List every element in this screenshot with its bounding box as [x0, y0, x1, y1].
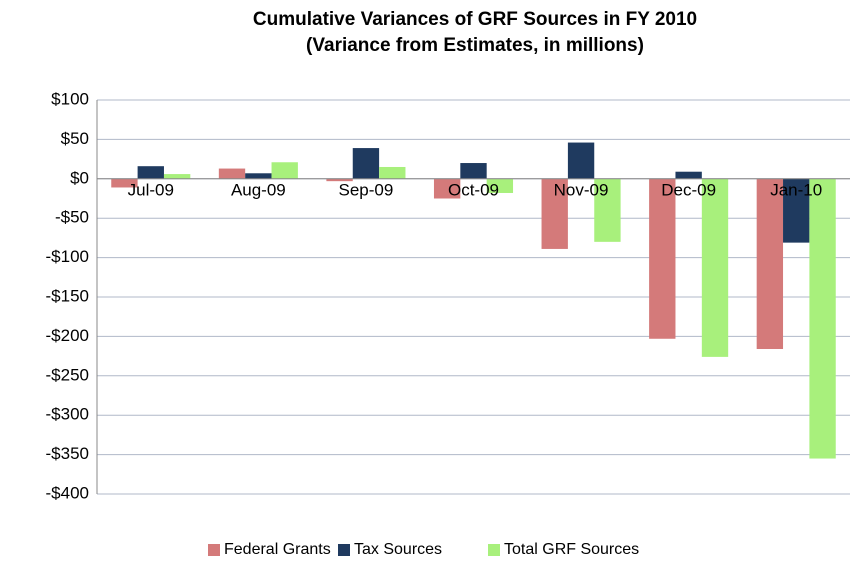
x-tick-label: Nov-09: [554, 180, 609, 199]
legend-swatch: [338, 544, 350, 556]
y-tick-label: -$350: [46, 444, 89, 463]
y-tick-label: -$300: [46, 405, 89, 424]
bar: [594, 178, 621, 242]
x-tick-label: Jan-10: [770, 180, 822, 199]
bar: [486, 178, 514, 193]
y-tick-label: -$100: [46, 247, 89, 266]
bar: [218, 168, 246, 179]
y-tick-label: -$200: [46, 326, 89, 345]
x-tick-label: Oct-09: [448, 180, 499, 199]
y-tick-label: -$50: [55, 208, 89, 227]
y-tick-label: -$150: [46, 286, 89, 305]
bar: [783, 178, 810, 243]
chart-title: Cumulative Variances of GRF Sources in F…: [253, 9, 697, 30]
y-tick-label: $50: [61, 129, 89, 148]
bar: [137, 166, 164, 179]
bar: [809, 178, 836, 459]
x-tick-label: Jul-09: [128, 180, 174, 199]
chart-subtitle: (Variance from Estimates, in millions): [306, 35, 644, 56]
bar: [379, 166, 406, 179]
bar: [111, 178, 138, 188]
bar: [352, 148, 380, 179]
bar: [675, 171, 702, 179]
legend-label: Tax Sources: [354, 541, 442, 558]
bar: [567, 142, 595, 179]
bar: [701, 178, 729, 357]
bar: [756, 178, 784, 350]
x-tick-label: Sep-09: [339, 180, 394, 199]
x-tick-label: Dec-09: [661, 180, 716, 199]
legend-swatch: [208, 544, 220, 556]
y-tick-label: -$250: [46, 365, 89, 384]
legend-label: Federal Grants: [224, 541, 331, 558]
bar: [460, 163, 487, 179]
y-tick-label: -$400: [46, 483, 89, 502]
y-tick-label: $100: [51, 89, 89, 108]
legend-swatch: [488, 544, 500, 556]
legend-label: Total GRF Sources: [504, 541, 639, 558]
bar: [541, 178, 568, 249]
bar: [433, 178, 461, 199]
bar: [271, 162, 298, 179]
y-tick-label: $0: [70, 168, 89, 187]
bar: [245, 173, 272, 179]
bar: [649, 178, 676, 339]
bar: [163, 174, 191, 179]
bar: [326, 178, 353, 182]
x-tick-label: Aug-09: [231, 180, 286, 199]
